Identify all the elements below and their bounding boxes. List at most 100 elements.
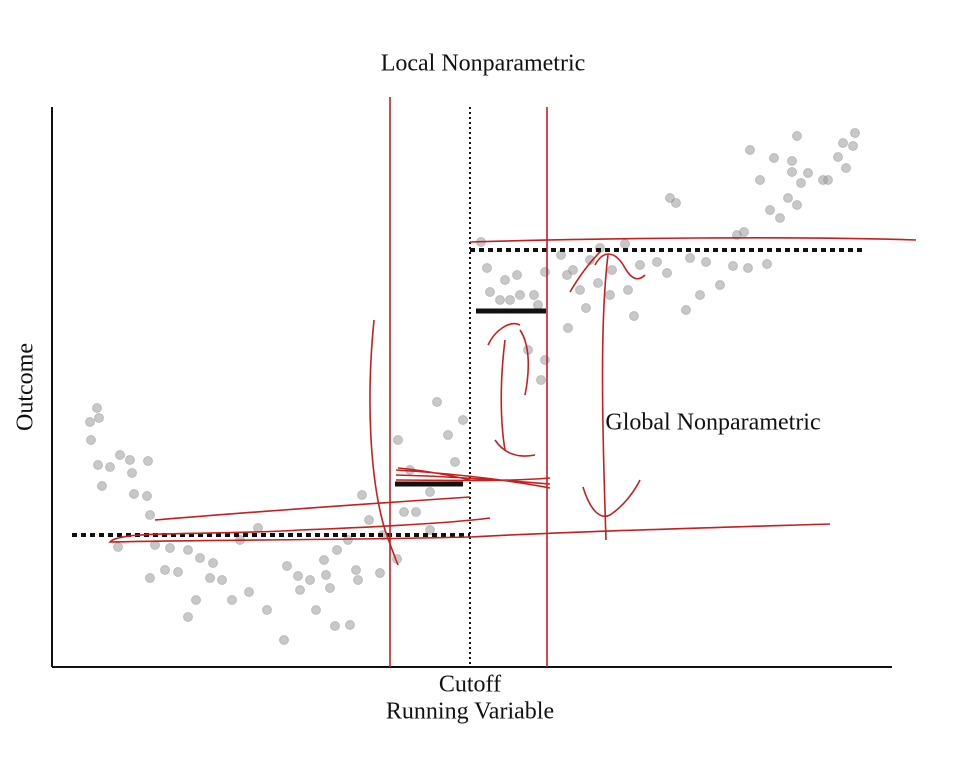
point bbox=[765, 205, 775, 215]
point bbox=[783, 193, 793, 203]
scribble bbox=[395, 467, 551, 489]
point bbox=[838, 138, 848, 148]
point bbox=[142, 491, 152, 501]
x-axis-label: Running Variable bbox=[386, 699, 554, 725]
point bbox=[94, 413, 104, 423]
cutoff-label: Cutoff bbox=[439, 672, 501, 698]
point bbox=[351, 565, 361, 575]
chart-title: Local Nonparametric bbox=[381, 51, 586, 77]
point bbox=[792, 200, 802, 210]
point bbox=[393, 435, 403, 445]
point bbox=[325, 583, 335, 593]
point bbox=[623, 285, 633, 295]
scribble bbox=[154, 496, 471, 521]
point bbox=[411, 507, 421, 517]
point bbox=[160, 565, 170, 575]
point bbox=[425, 525, 435, 535]
point bbox=[145, 573, 155, 583]
point bbox=[681, 305, 691, 315]
point bbox=[605, 290, 615, 300]
point bbox=[769, 153, 779, 163]
point bbox=[279, 635, 289, 645]
point bbox=[485, 287, 495, 297]
point bbox=[262, 605, 272, 615]
point bbox=[330, 621, 340, 631]
point bbox=[282, 561, 292, 571]
point bbox=[755, 175, 765, 185]
point bbox=[515, 290, 525, 300]
point bbox=[762, 259, 772, 269]
point bbox=[432, 397, 442, 407]
point bbox=[244, 587, 254, 597]
point bbox=[575, 285, 585, 295]
point bbox=[775, 213, 785, 223]
point bbox=[305, 575, 315, 585]
point bbox=[345, 620, 355, 630]
point bbox=[841, 163, 851, 173]
point bbox=[652, 257, 662, 267]
point bbox=[115, 450, 125, 460]
point bbox=[443, 430, 453, 440]
point bbox=[399, 507, 409, 517]
point bbox=[217, 575, 227, 585]
point bbox=[183, 612, 193, 622]
point bbox=[195, 553, 205, 563]
scribble bbox=[487, 323, 536, 457]
point bbox=[183, 545, 193, 555]
point bbox=[743, 263, 753, 273]
point bbox=[173, 567, 183, 577]
point bbox=[745, 145, 755, 155]
point bbox=[792, 131, 802, 141]
point bbox=[728, 261, 738, 271]
point bbox=[568, 265, 578, 275]
point bbox=[364, 515, 374, 525]
point bbox=[343, 535, 353, 545]
point bbox=[458, 415, 468, 425]
point bbox=[450, 457, 460, 467]
point bbox=[562, 270, 572, 280]
point bbox=[540, 355, 550, 365]
point bbox=[803, 168, 813, 178]
point bbox=[311, 605, 321, 615]
point bbox=[86, 435, 96, 445]
point bbox=[581, 303, 591, 313]
annotation: Global Nonparametric bbox=[605, 410, 820, 436]
point bbox=[585, 255, 595, 265]
point bbox=[629, 311, 639, 321]
point bbox=[129, 489, 139, 499]
point bbox=[536, 375, 546, 385]
point bbox=[97, 481, 107, 491]
scribble bbox=[469, 237, 917, 243]
point bbox=[332, 545, 342, 555]
point bbox=[512, 270, 522, 280]
point bbox=[563, 323, 573, 333]
point bbox=[295, 585, 305, 595]
point bbox=[715, 280, 725, 290]
point bbox=[701, 257, 711, 267]
point bbox=[143, 456, 153, 466]
point bbox=[92, 403, 102, 413]
point bbox=[833, 152, 843, 162]
point bbox=[113, 542, 123, 552]
point bbox=[500, 275, 510, 285]
point bbox=[529, 290, 539, 300]
point bbox=[85, 417, 95, 427]
point bbox=[127, 468, 137, 478]
scribble bbox=[369, 319, 399, 566]
point bbox=[353, 575, 363, 585]
point bbox=[495, 295, 505, 305]
point bbox=[205, 573, 215, 583]
points bbox=[85, 128, 860, 645]
annotations bbox=[108, 97, 917, 667]
point bbox=[105, 462, 115, 472]
point bbox=[739, 227, 749, 237]
point bbox=[635, 260, 645, 270]
point bbox=[665, 193, 675, 203]
point bbox=[848, 141, 858, 151]
point bbox=[796, 178, 806, 188]
point bbox=[671, 198, 681, 208]
point bbox=[425, 487, 435, 497]
point bbox=[482, 263, 492, 273]
